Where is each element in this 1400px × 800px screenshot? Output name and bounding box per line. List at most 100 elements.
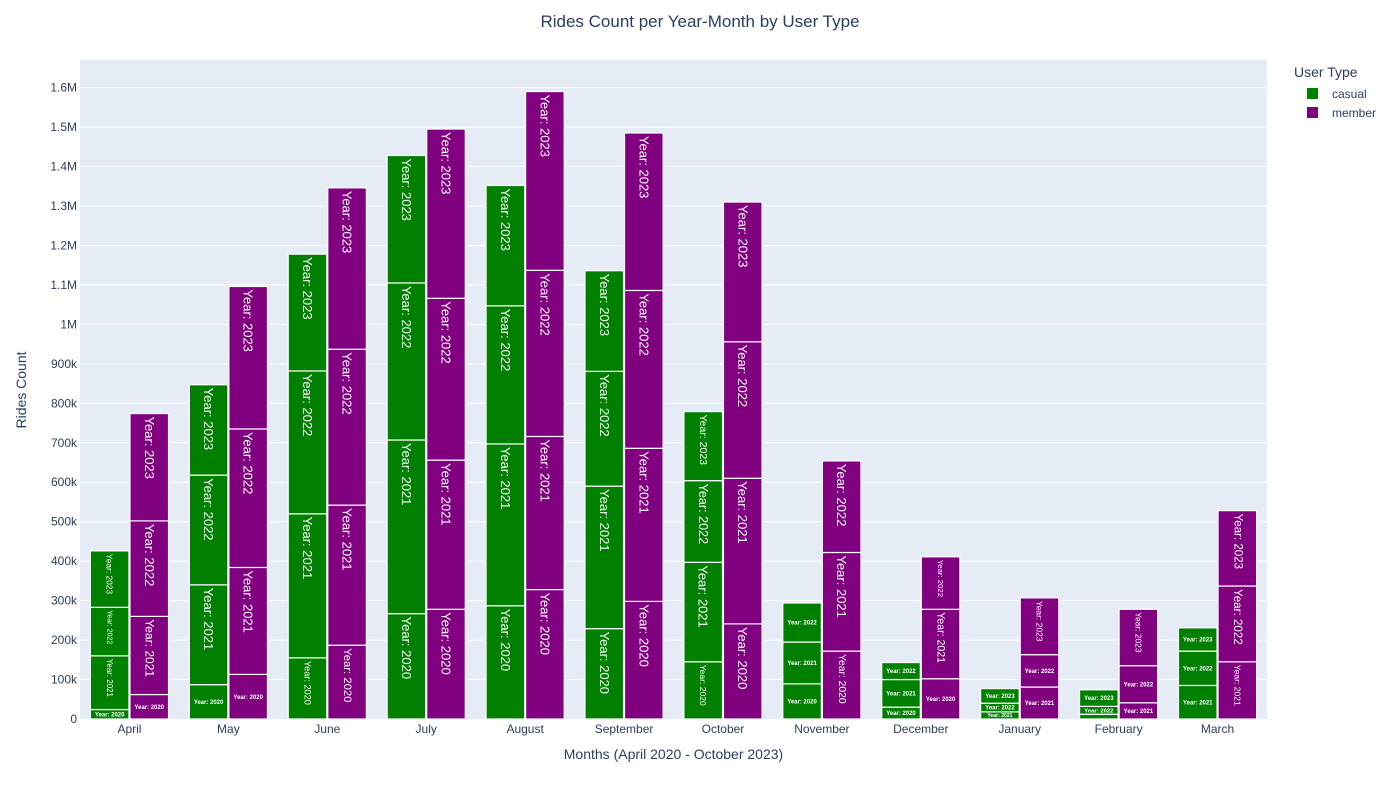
- bar-casual-june-year-2023[interactable]: [287, 253, 328, 372]
- bar-member-september-year-2022[interactable]: [623, 289, 664, 449]
- bar-casual-november-year-2021[interactable]: [782, 641, 822, 685]
- bar-member-july-year-2022[interactable]: [426, 297, 466, 461]
- bar-member-july-year-2023[interactable]: [426, 128, 466, 299]
- bar-label: Year: 2020: [886, 711, 916, 717]
- bar-member-september-year-2023[interactable]: [623, 132, 664, 292]
- bar-member-november-year-2022[interactable]: [821, 460, 862, 554]
- bar-casual-july-year-2021[interactable]: [386, 439, 427, 615]
- bar-label: Year: 2020: [537, 593, 552, 655]
- legend-item-casual[interactable]: casual: [1294, 84, 1376, 103]
- bar-casual-april-year-2021[interactable]: [89, 655, 130, 711]
- legend-title: User Type: [1294, 64, 1358, 80]
- bar-label: Year: 2020: [836, 654, 847, 704]
- bar-member-july-year-2021[interactable]: [426, 459, 466, 610]
- bar-member-may-year-2022[interactable]: [228, 428, 269, 569]
- bar-member-june-year-2020[interactable]: [327, 644, 367, 720]
- bar-member-january-year-2023[interactable]: [1019, 597, 1060, 656]
- y-tick-label: 1.3M: [50, 199, 77, 213]
- bar-member-june-year-2023[interactable]: [327, 187, 367, 350]
- bar-label: Year: 2021: [987, 713, 1012, 719]
- bar-label: Year: 2020: [735, 627, 750, 689]
- legend-label-casual: casual: [1332, 86, 1367, 101]
- bar-member-august-year-2023[interactable]: [525, 90, 565, 271]
- bar-casual-november-year-2022[interactable]: [782, 602, 822, 643]
- legend-item-member[interactable]: member: [1294, 103, 1376, 122]
- bar-casual-october-year-2021[interactable]: [683, 561, 724, 663]
- bar-casual-december-year-2022[interactable]: [881, 661, 921, 681]
- bar-casual-october-year-2020[interactable]: [683, 661, 724, 720]
- bar-label: Year: 2022: [696, 484, 710, 545]
- bar-member-march-year-2021[interactable]: [1217, 661, 1258, 720]
- x-tick-label: February: [1095, 722, 1143, 736]
- bar-label: Year: 2022: [438, 301, 453, 363]
- bar-casual-may-year-2023[interactable]: [188, 384, 229, 476]
- bar-member-february-year-2023[interactable]: [1118, 608, 1159, 667]
- bar-member-october-year-2021[interactable]: [722, 477, 763, 625]
- bar-casual-october-year-2023[interactable]: [683, 410, 724, 482]
- bar-label: Year: 2022: [1025, 669, 1055, 675]
- bar-casual-september-year-2022[interactable]: [584, 370, 625, 487]
- bar-casual-february-year-2021[interactable]: [1078, 713, 1119, 720]
- bars: Year: 2020 Year: 2021 Year: 2022 Year: 2023…: [89, 90, 1258, 720]
- y-tick-label: 1.2M: [50, 238, 77, 252]
- bar-casual-march-year-2023[interactable]: [1177, 627, 1218, 652]
- bar-member-november-year-2020[interactable]: [821, 650, 862, 720]
- bar-label: Year: 2021: [636, 451, 651, 513]
- bar-member-october-year-2022[interactable]: [722, 341, 763, 479]
- bar-member-december-year-2022[interactable]: [920, 556, 961, 610]
- bar-casual-july-year-2020[interactable]: [386, 613, 427, 720]
- chart-title: Rides Count per Year-Month by User Type: [540, 12, 860, 31]
- bar-member-april-year-2020[interactable]: [129, 693, 170, 720]
- bar-label: Year: 2022: [201, 478, 216, 540]
- bar-member-july-year-2020[interactable]: [426, 608, 466, 720]
- legend-swatch-member: [1307, 107, 1318, 118]
- bar-member-april-year-2023[interactable]: [129, 412, 170, 522]
- bar-casual-september-year-2021[interactable]: [584, 485, 625, 630]
- bar-member-august-year-2021[interactable]: [525, 435, 565, 591]
- bar-casual-july-year-2022[interactable]: [386, 282, 427, 441]
- bar-casual-september-year-2023[interactable]: [584, 270, 625, 372]
- x-tick-label: September: [595, 722, 654, 736]
- bar-casual-may-year-2021[interactable]: [188, 584, 229, 686]
- bar-member-february-year-2022[interactable]: [1118, 665, 1159, 704]
- bar-casual-august-year-2022[interactable]: [485, 305, 526, 445]
- bar-label: Year: 2021: [935, 612, 947, 663]
- bar-casual-january-year-2023[interactable]: [980, 688, 1020, 704]
- bar-label: Year: 2023: [241, 290, 256, 352]
- bar-label: Year: 2021: [735, 481, 750, 543]
- bar-casual-july-year-2023[interactable]: [386, 154, 427, 284]
- bar-member-march-year-2022[interactable]: [1217, 585, 1258, 663]
- bar-label: Year: 2021: [498, 447, 513, 509]
- bar-member-november-year-2021[interactable]: [821, 551, 862, 652]
- bar-member-may-year-2023[interactable]: [228, 285, 269, 430]
- bar-label: Year: 2020: [698, 665, 708, 706]
- bar-member-june-year-2021[interactable]: [327, 504, 367, 646]
- bar-member-october-year-2020[interactable]: [722, 623, 763, 720]
- bar-casual-august-year-2020[interactable]: [485, 605, 526, 720]
- bar-member-december-year-2021[interactable]: [920, 608, 961, 680]
- bar-casual-october-year-2022[interactable]: [683, 480, 724, 563]
- bar-member-december-year-2020[interactable]: [920, 678, 961, 720]
- bar-member-january-year-2021[interactable]: [1019, 686, 1060, 720]
- bar-casual-august-year-2023[interactable]: [485, 184, 526, 307]
- bar-member-march-year-2023[interactable]: [1217, 510, 1258, 587]
- bar-member-august-year-2022[interactable]: [525, 269, 565, 438]
- bar-casual-august-year-2021[interactable]: [485, 443, 526, 607]
- bar-casual-april-year-2023[interactable]: [89, 550, 130, 608]
- y-axis-title: Rides Count: [13, 351, 29, 429]
- bar-casual-march-year-2022[interactable]: [1177, 650, 1218, 687]
- bar-label: Year: 2023: [985, 694, 1015, 700]
- bar-member-september-year-2021[interactable]: [623, 447, 664, 603]
- bar-member-june-year-2022[interactable]: [327, 348, 367, 506]
- bar-member-may-year-2021[interactable]: [228, 566, 269, 676]
- x-tick-label: August: [506, 722, 544, 736]
- bar-casual-june-year-2021[interactable]: [287, 513, 328, 659]
- bar-member-october-year-2023[interactable]: [722, 201, 763, 343]
- bar-member-may-year-2020[interactable]: [228, 673, 269, 720]
- y-tick-label: 100k: [51, 673, 78, 687]
- bar-casual-february-year-2023[interactable]: [1078, 689, 1119, 707]
- bar-casual-april-year-2022[interactable]: [89, 606, 130, 657]
- bar-casual-may-year-2022[interactable]: [188, 474, 229, 586]
- bar-member-september-year-2020[interactable]: [623, 600, 664, 720]
- bar-member-april-year-2022[interactable]: [129, 520, 170, 618]
